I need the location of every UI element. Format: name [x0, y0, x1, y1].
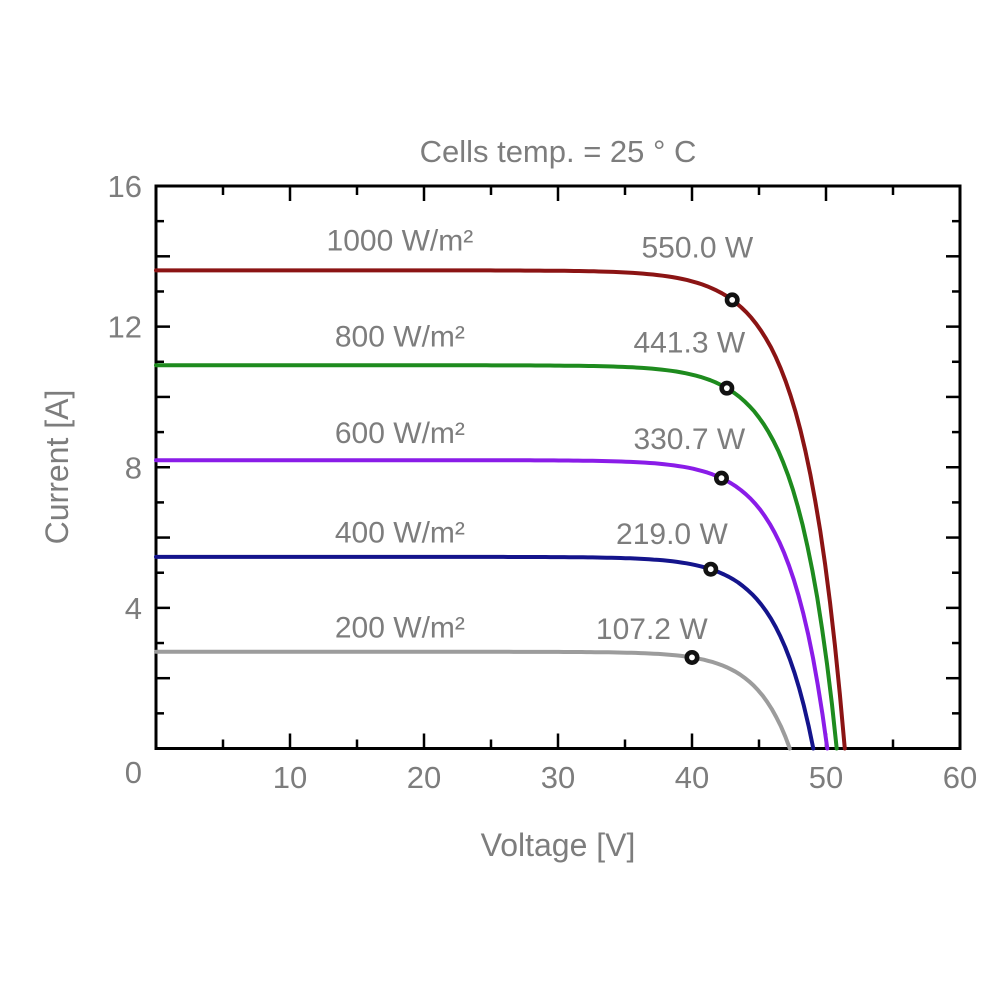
- origin-tick-label: 0: [125, 755, 142, 790]
- power-label-800: 441.3 W: [633, 326, 745, 359]
- plot-area: 10 20 30 40 50 60 0 4 8 12 16 1000 W/m² 550.0 W 800 W…: [108, 169, 978, 795]
- iv-curve-200: [154, 649, 792, 751]
- chart-title: Cells temp. = 25 ° C: [420, 134, 697, 169]
- y-tick-label-12: 12: [108, 310, 142, 345]
- x-tick-label-40: 40: [675, 760, 709, 795]
- x-tick-label-50: 50: [809, 760, 843, 795]
- mpp-marker-200: [684, 649, 700, 665]
- y-tick-label-16: 16: [108, 169, 142, 204]
- irradiance-label-400: 400 W/m²: [335, 516, 465, 549]
- power-label-600: 330.7 W: [633, 423, 745, 456]
- y-tick-label-8: 8: [125, 450, 142, 485]
- irradiance-label-600: 600 W/m²: [335, 417, 465, 450]
- mpp-marker-800: [719, 380, 735, 396]
- x-tick-label-10: 10: [273, 760, 307, 795]
- plot-frame: [154, 184, 962, 750]
- x-tick-label-20: 20: [407, 760, 441, 795]
- x-tick-label-30: 30: [541, 760, 575, 795]
- x-axis-label: Voltage [V]: [481, 827, 636, 863]
- power-label-400: 219.0 W: [616, 518, 728, 551]
- mpp-marker-600: [713, 470, 729, 486]
- y-tick-label-4: 4: [125, 591, 142, 626]
- iv-curve-600: [154, 458, 830, 751]
- power-label-200: 107.2 W: [596, 613, 708, 646]
- y-axis-label: Current [A]: [39, 390, 75, 545]
- mpp-marker-400: [703, 561, 719, 577]
- irradiance-label-200: 200 W/m²: [335, 612, 465, 645]
- mpp-marker-1000: [724, 292, 740, 308]
- irradiance-label-800: 800 W/m²: [335, 320, 465, 353]
- x-tick-label-60: 60: [943, 760, 977, 795]
- irradiance-label-1000: 1000 W/m²: [327, 224, 474, 257]
- power-label-1000: 550.0 W: [641, 232, 753, 265]
